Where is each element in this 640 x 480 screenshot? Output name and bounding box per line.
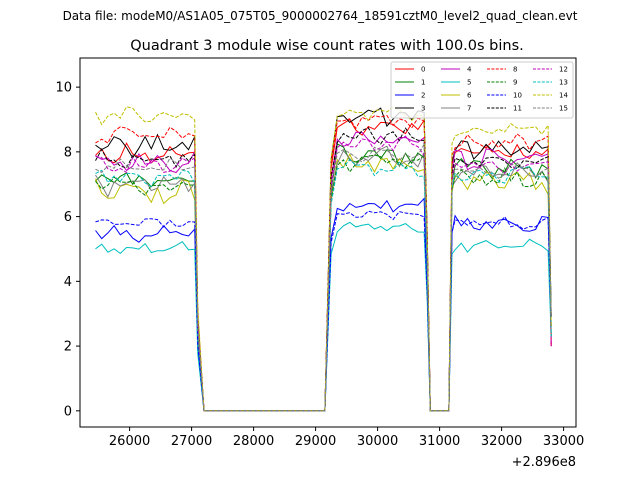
series-line-13 — [95, 158, 552, 412]
series-line-10 — [95, 210, 552, 412]
x-tick-label: 28000 — [233, 434, 274, 449]
legend-label-8: 8 — [513, 66, 517, 74]
y-tick-label: 0 — [64, 404, 72, 419]
x-tick-label: 32000 — [481, 434, 522, 449]
legend-label-9: 9 — [513, 79, 517, 87]
plot-frame — [79, 57, 577, 428]
legend-label-4: 4 — [467, 66, 472, 74]
series-line-7 — [95, 145, 552, 412]
legend-label-3: 3 — [421, 105, 425, 113]
series-line-9 — [95, 154, 552, 412]
series-line-8 — [95, 114, 552, 412]
x-tick-label: 27000 — [171, 434, 212, 449]
legend-box — [390, 61, 574, 119]
series-line-12 — [95, 135, 552, 412]
series-line-5 — [95, 221, 552, 412]
series-line-6 — [95, 153, 552, 412]
legend-label-5: 5 — [467, 79, 471, 87]
legend-label-14: 14 — [559, 92, 568, 100]
x-tick-label: 33000 — [543, 434, 584, 449]
y-tick-label: 2 — [64, 340, 72, 355]
y-tick-label: 6 — [64, 210, 72, 225]
series-line-15 — [95, 142, 552, 412]
chart-suptitle: Data file: modeM0/AS1A05_075T05_90000027… — [63, 9, 578, 23]
x-axis-offset-label: +2.896e8 — [512, 455, 576, 470]
x-tick-label: 31000 — [419, 434, 460, 449]
plot-area — [79, 57, 577, 428]
series-line-4 — [95, 131, 552, 412]
legend-label-15: 15 — [559, 105, 568, 113]
series-line-1 — [95, 143, 552, 412]
y-tick-label: 10 — [55, 81, 72, 96]
series-line-14 — [95, 106, 552, 412]
legend-label-1: 1 — [421, 79, 425, 87]
legend-label-7: 7 — [467, 105, 471, 113]
legend-label-13: 13 — [559, 79, 568, 87]
series-line-3 — [95, 107, 552, 412]
y-tick-label: 4 — [64, 275, 72, 290]
x-tick-label: 29000 — [295, 434, 336, 449]
legend-label-2: 2 — [421, 92, 425, 100]
legend-label-12: 12 — [559, 66, 568, 74]
series-line-11 — [95, 127, 552, 412]
legend-label-10: 10 — [513, 92, 522, 100]
y-axis: 0 2 4 6 8 10 — [55, 81, 80, 419]
y-tick-label: 8 — [64, 145, 72, 160]
x-axis: 26000 27000 28000 29000 30000 31000 32000 33000 — [109, 427, 584, 449]
chart-title: Quadrant 3 module wise count rates with … — [130, 38, 524, 54]
legend-label-0: 0 — [421, 66, 425, 74]
legend-label-6: 6 — [467, 92, 472, 100]
x-tick-label: 26000 — [109, 434, 150, 449]
x-tick-label: 30000 — [357, 434, 398, 449]
legend-label-11: 11 — [513, 105, 522, 113]
